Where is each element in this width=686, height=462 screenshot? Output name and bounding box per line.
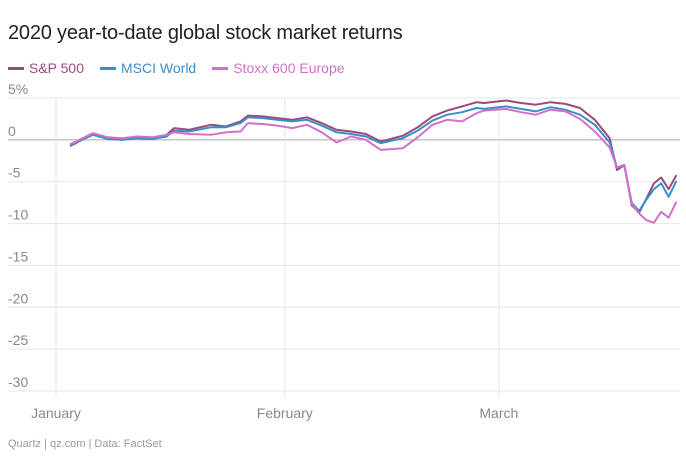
y-tick-label: -20 (8, 290, 28, 306)
y-tick-label: -15 (8, 248, 28, 264)
y-tick-label: 5% (8, 81, 28, 97)
y-tick-label: 0 (8, 123, 16, 139)
chart-legend: S&P 500 MSCI World Stoxx 600 Europe (8, 60, 345, 76)
legend-swatch-sp500 (8, 66, 24, 70)
y-tick-label: -10 (8, 207, 28, 223)
x-tick-label: January (31, 405, 81, 421)
legend-swatch-stoxx (212, 66, 229, 70)
legend-label-stoxx: Stoxx 600 Europe (233, 60, 345, 76)
legend-swatch-msci (100, 66, 117, 70)
legend-item-msci: MSCI World (100, 60, 196, 76)
legend-label-sp500: S&P 500 (29, 60, 85, 76)
y-tick-label: -5 (8, 165, 21, 181)
series-line-sp500 (69, 99, 677, 214)
legend-item-stoxx: Stoxx 600 Europe (212, 60, 345, 76)
y-tick-label: -25 (8, 332, 28, 348)
source-note: Quartz | qz.com | Data: FactSet (8, 438, 162, 450)
y-tick-label: -30 (8, 374, 28, 390)
legend-label-msci: MSCI World (121, 60, 197, 76)
legend-item-sp500: S&P 500 (8, 60, 84, 76)
series-line-stoxx (69, 107, 677, 224)
x-tick-label: February (257, 405, 313, 421)
x-tick-label: March (479, 405, 518, 421)
chart-title: 2020 year-to-date global stock market re… (8, 22, 403, 44)
